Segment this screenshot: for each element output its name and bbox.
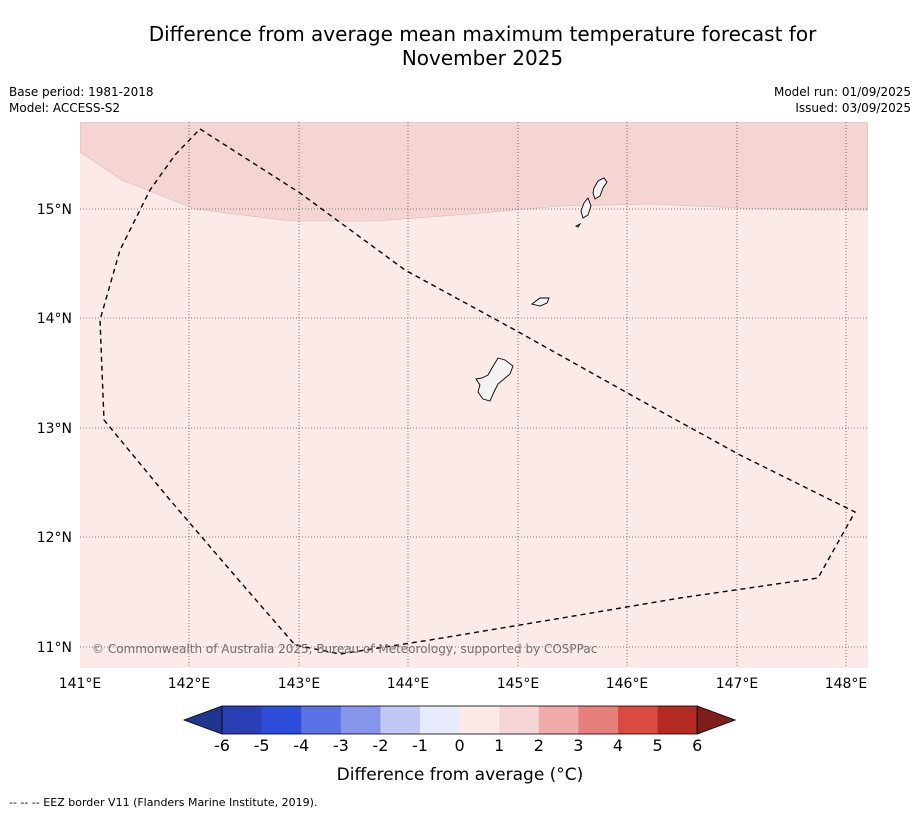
colorbar-segment <box>380 706 421 734</box>
colorbar-tick-label: -3 <box>333 736 349 755</box>
colorbar-segment <box>499 706 540 734</box>
colorbar-title: Difference from average (°C) <box>337 765 584 785</box>
footnote-eez-source: -- -- -- EEZ border V11 (Flanders Marine… <box>9 796 318 809</box>
colorbar-segment <box>420 706 461 734</box>
lat-label-14: 14°N <box>37 311 72 327</box>
lon-label-148: 148°E <box>825 676 868 692</box>
colorbar-tick-label: -2 <box>372 736 388 755</box>
meta-left: Base period: 1981-2018 Model: ACCESS-S2 <box>9 84 154 116</box>
lon-label-143: 143°E <box>278 676 321 692</box>
colorbar-extend-high <box>696 705 737 735</box>
lon-label-146: 146°E <box>606 676 649 692</box>
lat-axis-labels: 15°N 14°N 13°N 12°N 11°N <box>37 202 72 656</box>
colorbar-segment <box>618 706 659 734</box>
colorbar-tick-label: 6 <box>692 736 702 755</box>
colorbar-segment <box>578 706 619 734</box>
eez-border <box>99 128 856 655</box>
colorbar-tick-label: -5 <box>254 736 270 755</box>
graticule <box>80 122 868 668</box>
meta-right: Model run: 01/09/2025 Issued: 03/09/2025 <box>774 84 911 116</box>
base-period: Base period: 1981-2018 <box>9 85 154 99</box>
colorbar-segment <box>261 706 302 734</box>
model-name: Model: ACCESS-S2 <box>9 101 121 115</box>
colorbar-tick-label: 5 <box>653 736 663 755</box>
lat-label-13: 13°N <box>37 421 72 437</box>
colorbar-extend-low <box>182 705 223 735</box>
rota-island <box>530 297 550 307</box>
lat-label-15: 15°N <box>37 202 72 218</box>
colorbar <box>182 705 737 735</box>
lon-label-141: 141°E <box>59 676 102 692</box>
colorbar-segment <box>301 706 342 734</box>
colorbar-segment <box>657 706 698 734</box>
copyright-text: © Commonwealth of Australia 2025, Bureau… <box>92 642 597 656</box>
lat-label-11: 11°N <box>37 640 72 656</box>
lon-label-144: 144°E <box>387 676 430 692</box>
title-line-1: Difference from average mean maximum tem… <box>148 22 817 46</box>
islands <box>475 177 608 402</box>
issued-date: Issued: 03/09/2025 <box>795 101 911 115</box>
colorbar-tick-label: -6 <box>214 736 230 755</box>
guam-island <box>475 357 514 402</box>
map-plot-area: © Commonwealth of Australia 2025, Bureau… <box>80 122 868 668</box>
anomaly-zone-1-to-2 <box>80 122 868 222</box>
colorbar-tick-label: 2 <box>534 736 544 755</box>
model-run: Model run: 01/09/2025 <box>773 85 911 99</box>
aguijan-island <box>574 222 582 228</box>
colorbar-tick-label: -1 <box>412 736 428 755</box>
lon-label-145: 145°E <box>497 676 540 692</box>
colorbar-segment <box>459 706 500 734</box>
colorbar-tick-label: 1 <box>494 736 504 755</box>
colorbar-tick-label: 4 <box>613 736 623 755</box>
colorbar-tick-label: 0 <box>455 736 465 755</box>
lon-label-142: 142°E <box>168 676 211 692</box>
tinian-island <box>580 197 592 219</box>
colorbar-tick-label: 3 <box>573 736 583 755</box>
title-line-2: November 2025 <box>401 46 564 70</box>
colorbar-segment <box>340 706 381 734</box>
colorbar-tick-labels: -6 -5 -4 -3 -2 -1 0 1 2 3 4 5 6 <box>214 736 702 755</box>
lat-label-12: 12°N <box>37 530 72 546</box>
colorbar-tick-label: -4 <box>293 736 309 755</box>
colorbar-segment <box>538 706 579 734</box>
colorbar-frame <box>221 705 698 735</box>
lon-axis-labels: 141°E 142°E 143°E 144°E 145°E 146°E 147°… <box>59 676 868 692</box>
saipan-island <box>592 177 608 200</box>
lon-label-147: 147°E <box>716 676 759 692</box>
chart-title: Difference from average mean maximum tem… <box>0 22 919 70</box>
colorbar-segment <box>222 706 263 734</box>
